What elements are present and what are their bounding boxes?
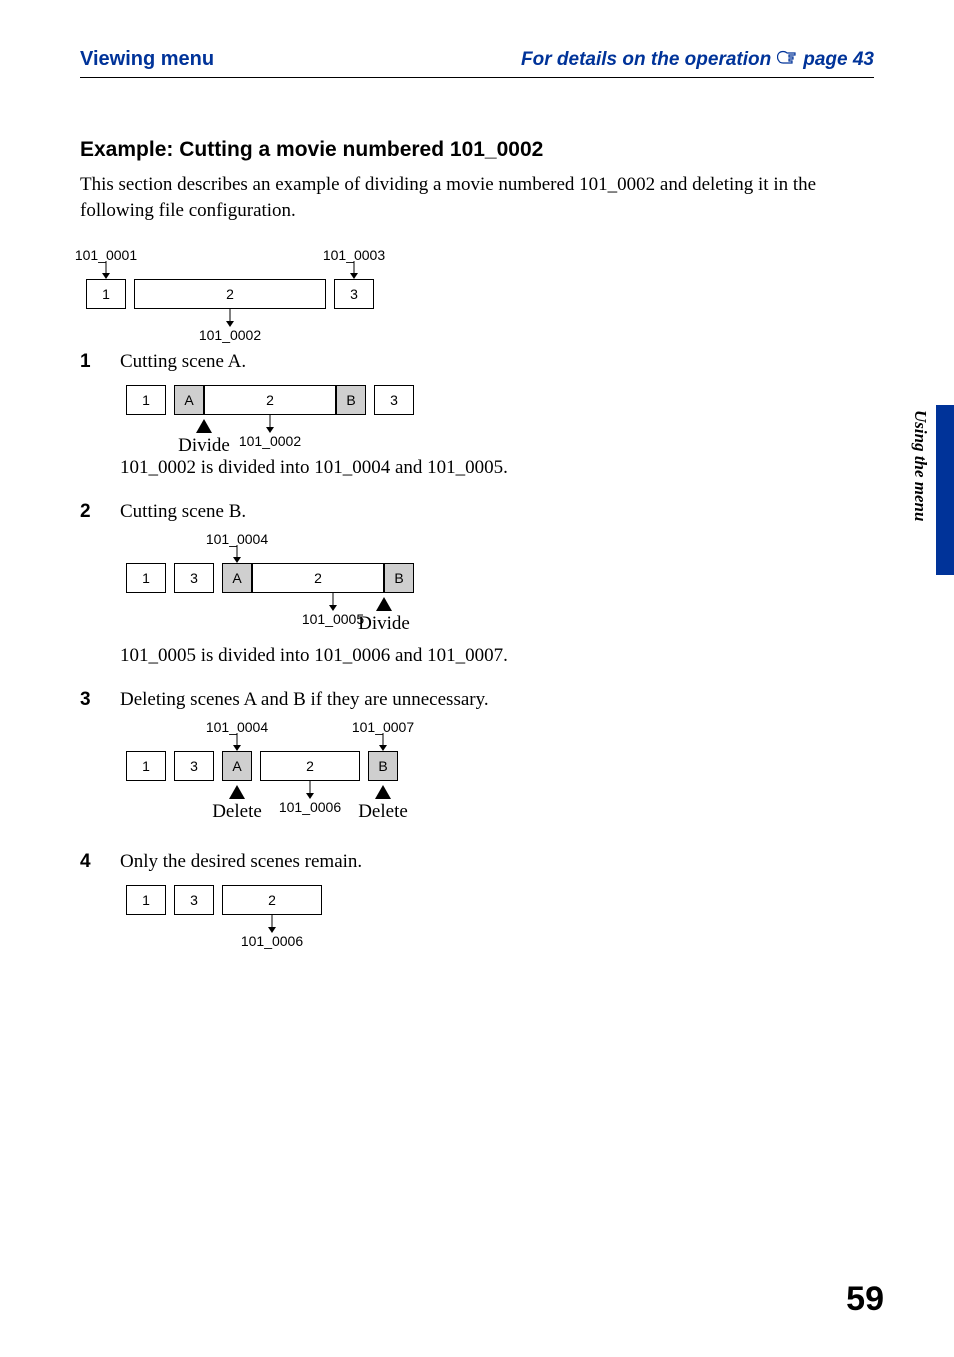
clip-box: 1 — [126, 885, 166, 915]
step-3-text: Deleting scenes A and B if they are unne… — [120, 689, 874, 711]
clip-box: 3 — [334, 279, 374, 309]
step-1-text: Cutting scene A. — [120, 351, 874, 373]
intro-paragraph: This section describes an example of div… — [80, 172, 850, 223]
clip-box: 3 — [174, 885, 214, 915]
action-label: Delete — [353, 801, 413, 823]
step-4: Only the desired scenes remain. 132 101_… — [80, 851, 874, 951]
action-label: Divide — [354, 613, 414, 635]
clip-box: 1 — [126, 751, 166, 781]
step-3: Deleting scenes A and B if they are unne… — [80, 689, 874, 829]
page: Viewing menu For details on the operatio… — [0, 0, 954, 1357]
diagram-step-4: 132 101_0006 — [126, 881, 446, 951]
side-tab — [936, 405, 954, 575]
step-2-note: 101_0005 is divided into 101_0006 and 10… — [120, 645, 874, 667]
clip-box: 2 — [222, 885, 322, 915]
header-right-prefix: For details on the operation — [521, 49, 771, 71]
clip-box: B — [336, 385, 366, 415]
action-label: Divide — [174, 435, 234, 457]
step-list: Cutting scene A. 1A2B3 101_0002 Divide 1… — [80, 351, 874, 951]
file-label: 101_0006 — [276, 799, 344, 815]
diagram-initial: 123101_0001 101_0003 101_0002 — [86, 247, 406, 345]
step-1-note: 101_0002 is divided into 101_0004 and 10… — [120, 457, 874, 479]
clip-box: 3 — [174, 563, 214, 593]
step-1: Cutting scene A. 1A2B3 101_0002 Divide 1… — [80, 351, 874, 479]
clip-box: 1 — [126, 385, 166, 415]
diagram-step-3: 13A2B101_0004 101_0007 101_0006 Delete D… — [126, 719, 446, 829]
clip-box: 3 — [374, 385, 414, 415]
header-right: For details on the operation page 43 — [521, 49, 874, 71]
file-label: 101_0006 — [238, 933, 306, 949]
header-rule — [80, 77, 874, 78]
header-right-suffix: page 43 — [803, 49, 874, 71]
hand-pointer-icon — [777, 49, 797, 65]
clip-box: 3 — [174, 751, 214, 781]
clip-box: 1 — [86, 279, 126, 309]
step-2: Cutting scene B. 13A2B101_0004 101_0005 … — [80, 501, 874, 667]
page-number: 59 — [846, 1280, 884, 1319]
clip-box: A — [222, 563, 252, 593]
side-section-label: Using the menu — [910, 410, 930, 521]
header-left: Viewing menu — [80, 48, 214, 71]
file-label: 101_0002 — [236, 433, 304, 449]
clip-box: 2 — [252, 563, 384, 593]
diagram-step-2: 13A2B101_0004 101_0005 Divide — [126, 531, 446, 639]
section-title: Example: Cutting a movie numbered 101_00… — [80, 138, 874, 162]
clip-box: B — [368, 751, 398, 781]
clip-box: 2 — [134, 279, 326, 309]
clip-box: A — [222, 751, 252, 781]
diagram-step-1: 1A2B3 101_0002 Divide — [126, 381, 446, 451]
clip-box: 2 — [260, 751, 360, 781]
clip-box: 2 — [204, 385, 336, 415]
clip-box: B — [384, 563, 414, 593]
clip-box: 1 — [126, 563, 166, 593]
action-label: Delete — [207, 801, 267, 823]
file-label: 101_0002 — [196, 327, 264, 343]
step-2-text: Cutting scene B. — [120, 501, 874, 523]
step-4-text: Only the desired scenes remain. — [120, 851, 874, 873]
page-header: Viewing menu For details on the operatio… — [80, 48, 874, 71]
clip-box: A — [174, 385, 204, 415]
